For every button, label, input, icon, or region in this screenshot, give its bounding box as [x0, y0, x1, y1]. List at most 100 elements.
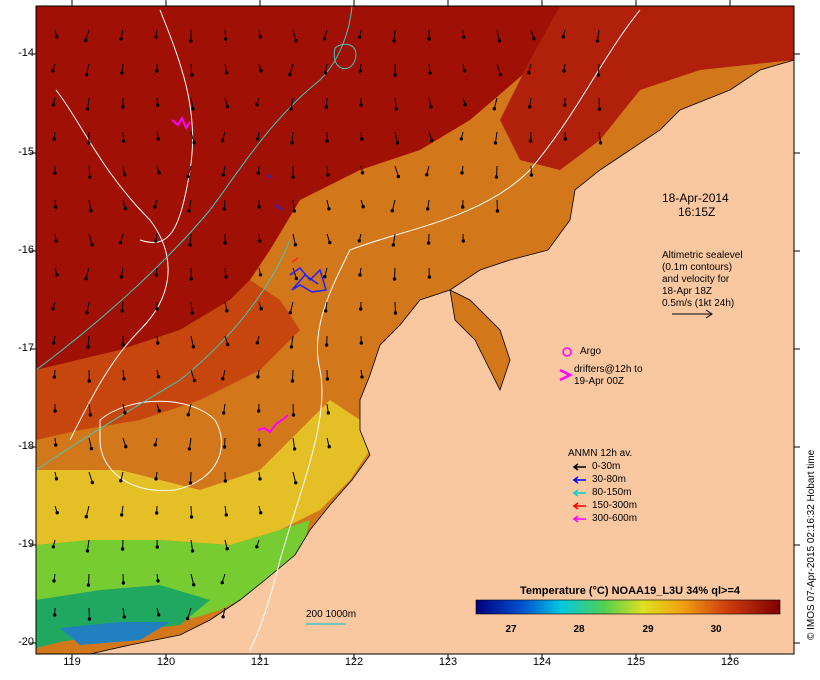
velocity-arrows — [51, 29, 603, 621]
velocity-arrow-head — [122, 615, 127, 619]
velocity-arrow-head — [119, 37, 123, 41]
lat-tick-label: -18 — [18, 440, 34, 452]
anmn-legend-title: ANMN 12h av. — [568, 448, 633, 459]
axis-tick-marks — [30, 0, 800, 660]
velocity-arrow-head — [527, 71, 531, 75]
velocity-arrow-head — [288, 311, 292, 315]
velocity-arrow-head — [257, 409, 261, 413]
velocity-arrow — [494, 131, 498, 143]
velocity-arrow-head — [528, 139, 533, 143]
velocity-arrow-head — [51, 307, 55, 311]
altimetry-note-line: (0.1m contours) — [662, 262, 733, 273]
velocity-arrow-head — [325, 139, 329, 143]
lon-tick-label: 124 — [532, 656, 552, 668]
argo-label: Argo — [580, 346, 602, 357]
velocity-arrow — [496, 199, 498, 212]
isobath-200m — [35, 5, 353, 371]
velocity-arrow-head — [393, 311, 398, 315]
velocity-arrow-head — [595, 39, 600, 43]
velocity-arrow-head — [123, 411, 127, 415]
velocity-arrow-head — [459, 137, 463, 141]
velocity-arrow-head — [86, 583, 91, 587]
velocity-arrow-head — [224, 71, 229, 75]
isobath-200m-c — [333, 43, 357, 70]
velocity-arrow-head — [258, 239, 262, 243]
velocity-arrow — [88, 437, 92, 449]
velocity-arrow-head — [88, 413, 93, 417]
velocity-arrow-head — [326, 173, 330, 177]
velocity-arrow-head — [121, 343, 125, 347]
velocity-arrow-head — [327, 207, 331, 211]
velocity-arrow — [85, 29, 90, 41]
velocity-arrow-head — [188, 481, 193, 485]
velocity-arrow-head — [53, 171, 57, 175]
velocity-arrow-head — [157, 409, 161, 413]
velocity-arrow — [290, 97, 294, 109]
velocity-arrow-head — [226, 342, 230, 347]
velocity-arrow-head — [327, 445, 331, 449]
velocity-arrow — [88, 199, 92, 211]
velocity-arrow-head — [54, 239, 58, 243]
velocity-arrow — [290, 335, 294, 347]
velocity-arrow-head — [220, 580, 224, 585]
velocity-arrow-head — [155, 69, 159, 73]
velocity-arrow-head — [90, 242, 94, 247]
colorbar-title: Temperature (°C) NOAA19_L3U 34% ql>=4 — [520, 585, 740, 597]
velocity-arrow-head — [224, 37, 228, 41]
velocity-arrow-head — [52, 579, 56, 583]
altimetry-note: Altimetric sealevel (0.1m contours) and … — [662, 250, 743, 310]
velocity-arrow-head — [221, 173, 226, 177]
velocity-arrow-head — [121, 105, 125, 109]
velocity-arrow-head — [426, 241, 431, 245]
velocity-arrow-head — [294, 481, 298, 485]
velocity-arrow-head — [222, 411, 226, 415]
velocity-arrow-head — [392, 39, 396, 43]
colorbar-tick: 29 — [642, 624, 654, 635]
altimetry-note-line: 18-Apr 18Z — [662, 286, 713, 297]
velocity-arrow-head — [90, 480, 95, 485]
coldest-strip — [60, 622, 170, 645]
drifters-note-line: 19-Apr 00Z — [574, 376, 625, 387]
velocity-arrow — [391, 199, 396, 211]
velocity-arrow-head — [120, 513, 124, 517]
velocity-arrow-head — [256, 137, 260, 141]
velocity-arrow-head — [461, 205, 465, 209]
velocity-arrow-head — [359, 103, 363, 107]
velocity-arrow-head — [187, 447, 192, 451]
velocity-arrow-head — [86, 345, 90, 349]
velocity-arrow-head — [598, 141, 603, 145]
velocity-arrow-head — [394, 107, 398, 111]
velocity-arrow-head — [495, 209, 500, 213]
velocity-arrow-head — [53, 205, 58, 209]
velocity-arrow-head — [395, 141, 400, 145]
velocity-arrow-head — [492, 107, 496, 111]
lat-tick-label: -20 — [18, 636, 34, 648]
velocity-arrow-head — [118, 240, 123, 245]
velocity-arrow-head — [259, 511, 263, 515]
velocity-arrow — [188, 437, 192, 449]
anmn-legend-item: 80-150m — [592, 487, 632, 498]
velocity-arrow-head — [89, 209, 93, 213]
velocity-arrow-head — [52, 375, 57, 379]
drifters-note-line: drifters@12h to — [574, 364, 643, 375]
velocity-arrow — [88, 607, 90, 620]
velocity-arrow-head — [54, 477, 59, 481]
velocity-arrow-head — [325, 377, 330, 381]
velocity-arrow-head — [360, 171, 365, 175]
velocity-arrow-head — [596, 73, 601, 77]
velocity-arrow — [190, 131, 195, 143]
velocity-arrow-head — [258, 35, 262, 39]
velocity-arrow — [289, 63, 294, 75]
velocity-arrow — [190, 63, 193, 76]
isobath-1000m — [55, 89, 169, 441]
velocity-arrow — [292, 267, 297, 279]
velocity-arrow-head — [84, 276, 88, 281]
velocity-arrow-head — [224, 275, 228, 279]
velocity-arrow-head — [258, 477, 262, 481]
velocity-arrow-head — [430, 138, 434, 143]
velocity-arrow-head — [288, 72, 292, 77]
velocity-arrow-head — [87, 379, 91, 383]
velocity-arrow-head — [122, 139, 126, 143]
velocity-arrow-head — [392, 277, 397, 281]
velocity-arrow — [190, 505, 192, 518]
